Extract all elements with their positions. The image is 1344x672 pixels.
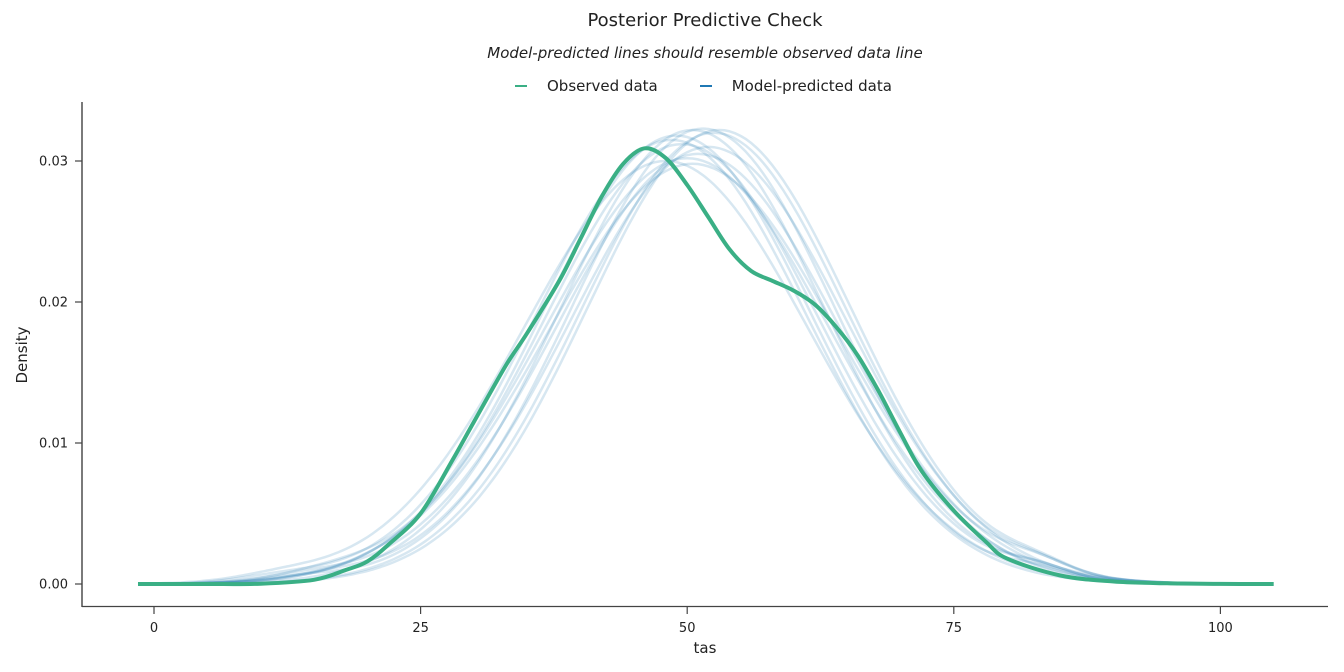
x-tick-label: 100 (1208, 621, 1233, 636)
chart-subtitle: Model-predicted lines should resemble ob… (487, 44, 923, 62)
legend-item-observed[interactable]: Observed data (515, 77, 658, 95)
predicted-draw-line (137, 131, 1269, 586)
predicted-line-swatch-icon (699, 85, 712, 87)
x-axis-label: tas (694, 639, 717, 657)
predicted-draw-line (137, 134, 1269, 586)
legend-item-predicted[interactable]: Model-predicted data (699, 77, 892, 95)
y-tick-label: 0.02 (39, 296, 68, 311)
observed-data-line (138, 146, 1274, 587)
x-ticks: 0 25 50 75 100 (150, 607, 1233, 636)
predicted-draw-line (138, 128, 1269, 586)
observed-line-path (138, 146, 1274, 587)
predicted-draw-line (137, 145, 1269, 586)
y-tick-label: 0.03 (39, 155, 68, 170)
model-predicted-lines (137, 127, 1269, 586)
y-tick-label: 0.01 (39, 437, 68, 452)
chart-title: Posterior Predictive Check (587, 10, 823, 31)
y-axis-label: Density (13, 326, 31, 383)
legend: Observed data Model-predicted data (515, 77, 934, 95)
x-tick-label: 75 (946, 621, 963, 636)
predicted-draw-line (137, 128, 1269, 586)
x-tick-label: 50 (679, 621, 696, 636)
x-tick-label: 25 (412, 621, 429, 636)
predicted-draw-line (138, 142, 1269, 586)
legend-label-observed: Observed data (547, 77, 658, 95)
predicted-draw-line (137, 162, 1269, 586)
predicted-draw-line (137, 156, 1269, 586)
y-ticks: 0.00 0.01 0.02 0.03 (39, 155, 82, 593)
observed-line-swatch-icon (515, 85, 527, 87)
y-tick-label: 0.00 (39, 578, 68, 593)
predicted-draw-line (137, 159, 1269, 586)
x-tick-label: 0 (150, 621, 158, 636)
predicted-draw-line (137, 152, 1269, 586)
predicted-draw-line (137, 127, 1269, 586)
legend-label-predicted: Model-predicted data (731, 77, 892, 95)
